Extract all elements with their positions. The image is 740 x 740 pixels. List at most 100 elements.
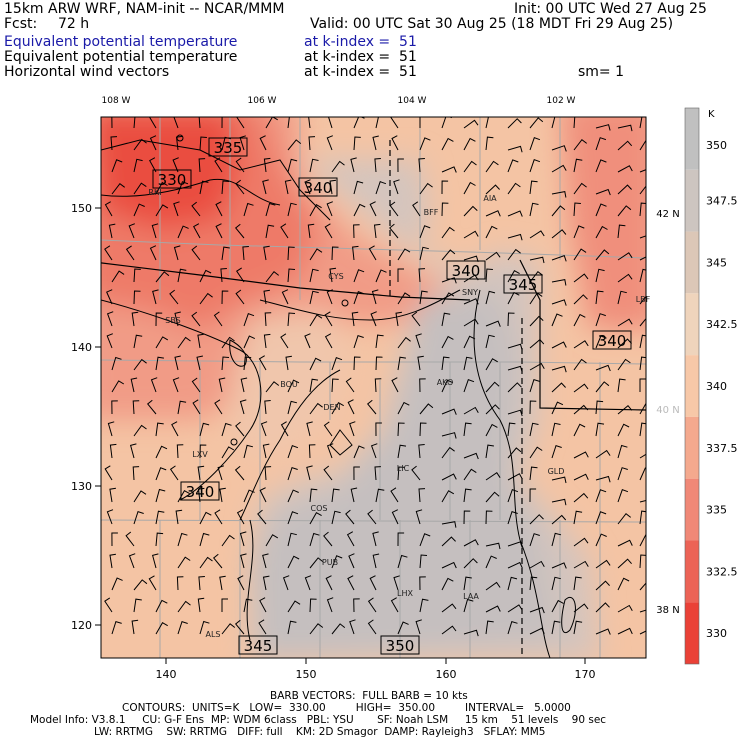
wind-barb (351, 311, 359, 327)
wind-barb (551, 576, 561, 591)
wind-barb (463, 379, 475, 393)
wind-barb (529, 180, 538, 195)
wind-barb (390, 597, 399, 613)
colorbar-label: 337.5 (706, 442, 738, 455)
wind-barb (485, 620, 494, 635)
wind-barb (419, 422, 427, 437)
wind-barb (375, 422, 382, 437)
wind-barb (595, 559, 611, 569)
colorbar-segment (685, 478, 699, 541)
wind-barb (221, 336, 235, 349)
lat-label: 42 N (656, 209, 679, 220)
wind-barb (243, 598, 253, 613)
wind-barb (415, 619, 422, 635)
wind-barb (148, 575, 157, 591)
wind-barb (129, 443, 137, 459)
wind-barb (221, 446, 235, 459)
wind-barb (304, 333, 311, 349)
wind-barb (617, 252, 633, 261)
wind-barb (419, 246, 429, 261)
wind-barb (617, 124, 633, 132)
wind-barb (397, 158, 404, 173)
wind-barb (151, 553, 159, 569)
wind-barb (104, 465, 113, 481)
wind-barb (259, 135, 267, 151)
wind-barb (331, 246, 339, 261)
wind-barb (155, 622, 168, 635)
y-tick-label: 140 (71, 341, 92, 354)
station-label: BFF (424, 208, 439, 217)
wind-barb (617, 338, 632, 349)
wind-barb (573, 340, 589, 349)
station-label: LXV (192, 450, 208, 459)
wind-barb (285, 355, 292, 371)
wind-barb (507, 210, 523, 217)
wind-barb (177, 400, 187, 415)
wind-barb (308, 444, 316, 459)
wind-barb (234, 465, 245, 481)
wind-barb (617, 273, 633, 283)
init-time: Init: 00 UTC Wed 27 Aug 25 (514, 1, 707, 17)
wind-barb (199, 292, 213, 305)
wind-barb (109, 487, 116, 503)
wind-barb (529, 137, 541, 151)
wind-barb (419, 290, 428, 305)
wind-barb (111, 400, 118, 415)
wind-barb (171, 421, 179, 437)
wind-barb (221, 534, 235, 547)
forecast-hours: 72 h (58, 16, 90, 32)
wind-barb (617, 358, 631, 371)
wind-barb (221, 180, 230, 195)
wind-barb (639, 467, 646, 481)
wind-barb (177, 490, 190, 503)
station-label: DEN (323, 403, 340, 412)
contour-label: 335 (214, 139, 243, 157)
wind-barb (485, 136, 494, 151)
wind-barb (198, 158, 206, 173)
wind-barb (573, 383, 589, 393)
wind-barb (128, 553, 136, 569)
wind-barb (573, 294, 588, 305)
wind-barb (239, 531, 247, 547)
wind-barb (221, 117, 223, 129)
wind-barb (463, 406, 479, 415)
wind-barb (108, 223, 116, 239)
wind-barb (573, 117, 576, 129)
theta-e-shading-plains-core (250, 290, 560, 658)
wind-barb (111, 380, 125, 393)
wind-barb (331, 555, 343, 569)
wind-barb (507, 604, 523, 613)
wind-barb (507, 145, 523, 153)
wind-barb (639, 554, 646, 569)
wind-barb (573, 473, 589, 481)
wind-barb (573, 576, 582, 591)
wind-barb (172, 377, 180, 393)
wind-barb (371, 289, 379, 305)
wind-barb (418, 268, 426, 283)
contour-label-box (208, 137, 248, 157)
wind-barb (419, 225, 431, 239)
wind-barb (441, 292, 455, 305)
wind-barb (199, 422, 210, 437)
wind-barb (155, 356, 164, 371)
wind-barb (177, 532, 188, 547)
wind-barb (375, 181, 387, 195)
wind-barb (177, 336, 191, 349)
colorbar-label: 340 (706, 380, 727, 393)
wind-barb (551, 229, 567, 239)
wind-barb (375, 334, 384, 349)
wind-barb (106, 289, 113, 305)
wind-barb (133, 290, 141, 305)
wind-barb (441, 432, 457, 439)
wind-barb (263, 289, 270, 305)
wind-barb (221, 246, 230, 261)
wind-barb (551, 620, 561, 635)
wind-barb (218, 377, 226, 393)
wind-barb (639, 533, 646, 547)
wind-barb (639, 185, 646, 195)
wind-barb (551, 299, 567, 306)
wind-barb (155, 181, 168, 195)
wind-barb (265, 381, 280, 393)
wind-barb (308, 117, 311, 129)
station-label: COS (311, 504, 328, 513)
